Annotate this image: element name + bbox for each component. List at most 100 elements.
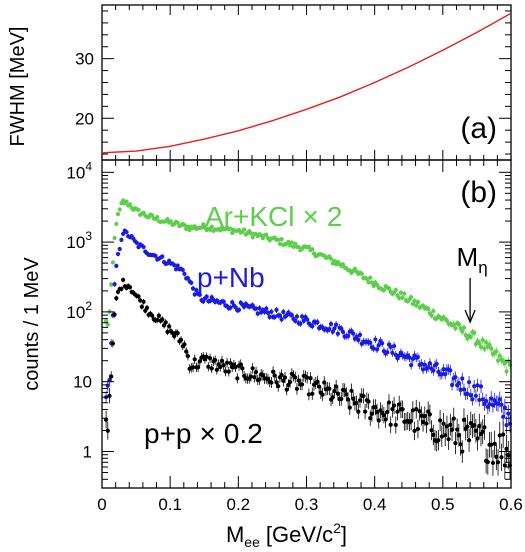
data-point (248, 374, 254, 379)
data-point (410, 408, 415, 413)
data-point (460, 329, 465, 334)
data-point (400, 407, 405, 412)
data-point (281, 309, 286, 315)
data-point (478, 384, 484, 389)
data-point (349, 388, 354, 393)
data-point (252, 375, 257, 380)
data-point (368, 415, 373, 421)
data-point (197, 292, 202, 297)
data-point (277, 313, 283, 318)
data-point (506, 411, 511, 416)
data-point (409, 363, 414, 368)
data-point (112, 282, 117, 287)
data-point (204, 294, 209, 299)
data-point (172, 334, 177, 339)
data-point (410, 356, 415, 361)
data-point (197, 359, 202, 364)
data-point (114, 296, 119, 301)
data-point (340, 262, 346, 267)
data-point (332, 388, 337, 394)
data-point (192, 357, 197, 362)
data-point (182, 222, 187, 228)
data-point (214, 367, 219, 372)
data-point (185, 224, 190, 229)
data-point (173, 267, 179, 272)
data-point (327, 326, 332, 332)
series-label-pp-times: × (200, 418, 216, 449)
data-point (490, 460, 496, 465)
data-point (427, 361, 432, 366)
data-point (150, 313, 155, 318)
data-point (492, 441, 497, 446)
eta-mass-annotation-main: M (457, 242, 479, 272)
data-point (368, 340, 373, 345)
data-point (328, 321, 334, 327)
data-point (257, 377, 262, 382)
data-point (400, 295, 405, 300)
data-point (168, 219, 173, 224)
data-point (322, 380, 327, 385)
data-point (373, 405, 378, 410)
data-point (402, 291, 407, 296)
data-point (465, 424, 470, 429)
data-point (196, 365, 201, 370)
data-point (110, 341, 116, 346)
data-point (495, 401, 501, 406)
data-point (448, 422, 453, 427)
data-point (441, 421, 446, 426)
x-axis-label-units: [GeV/c (266, 522, 333, 547)
data-point (419, 413, 424, 418)
data-point (504, 369, 509, 374)
data-point (117, 246, 122, 252)
data-point (207, 298, 213, 304)
data-point (267, 314, 272, 320)
data-point (187, 227, 192, 233)
data-point (490, 403, 496, 408)
panel-b-y-tick-label: 10 (73, 373, 92, 392)
data-point (461, 325, 467, 330)
data-point (209, 366, 214, 371)
data-point (330, 395, 335, 400)
data-point (167, 324, 172, 329)
data-point (451, 322, 456, 327)
data-point (150, 213, 155, 218)
x-axis-label-sub: ee (244, 534, 260, 550)
data-point (444, 318, 450, 323)
data-point (308, 376, 313, 381)
data-point (269, 309, 274, 314)
data-point (262, 309, 267, 314)
panel-b-y-tick-label: 102 (66, 299, 92, 322)
data-point (458, 387, 463, 392)
data-point (431, 432, 436, 438)
data-point (257, 306, 262, 311)
data-point (480, 397, 485, 402)
data-point (180, 267, 185, 273)
panel-a-label: (a) (460, 112, 497, 145)
data-point (185, 276, 190, 281)
data-point (494, 349, 499, 354)
data-point (332, 326, 337, 331)
data-point (390, 350, 395, 355)
panel-a-y-tick-label: 20 (75, 109, 94, 128)
data-point (465, 391, 470, 396)
data-point (270, 369, 276, 374)
series-label-pp-main: p+p (144, 418, 192, 449)
data-point (449, 427, 455, 432)
data-point (502, 463, 507, 468)
data-point (380, 341, 385, 346)
data-point (422, 362, 427, 367)
data-point (219, 358, 225, 363)
data-point (497, 353, 502, 358)
data-point (332, 258, 337, 264)
data-point (272, 314, 277, 320)
data-point (306, 244, 311, 249)
eta-mass-arrow (464, 278, 476, 324)
data-point (438, 418, 443, 423)
data-point (235, 376, 240, 381)
data-point (409, 419, 414, 424)
series-label-arkcl-factor: 2 (327, 201, 343, 232)
data-point (299, 382, 305, 387)
data-point (289, 240, 294, 245)
data-point (499, 455, 504, 460)
